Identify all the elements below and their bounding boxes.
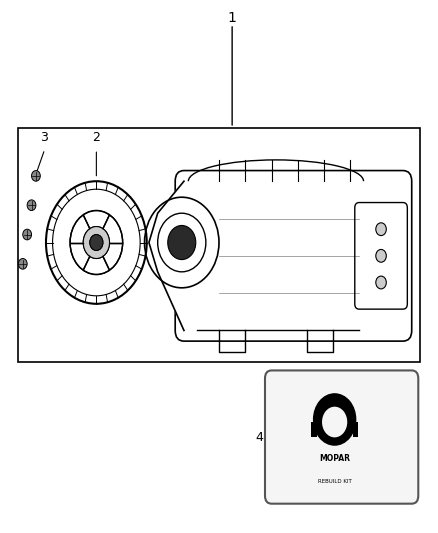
Text: 1: 1	[228, 11, 237, 25]
FancyBboxPatch shape	[355, 203, 407, 309]
Circle shape	[27, 200, 36, 211]
Circle shape	[376, 223, 386, 236]
Text: MOPAR: MOPAR	[319, 454, 350, 463]
Text: REBUILD KIT: REBUILD KIT	[318, 479, 352, 484]
Circle shape	[83, 227, 110, 259]
Circle shape	[32, 171, 40, 181]
Circle shape	[18, 259, 27, 269]
Bar	[311, 422, 317, 437]
Circle shape	[90, 235, 103, 251]
Text: 3: 3	[40, 131, 48, 144]
FancyBboxPatch shape	[18, 128, 420, 362]
Circle shape	[83, 227, 110, 259]
Polygon shape	[149, 181, 184, 330]
FancyBboxPatch shape	[175, 171, 412, 341]
Circle shape	[23, 229, 32, 240]
Circle shape	[90, 235, 103, 251]
Circle shape	[376, 249, 386, 262]
FancyBboxPatch shape	[265, 370, 418, 504]
Circle shape	[53, 190, 140, 295]
Text: 2: 2	[92, 131, 100, 144]
Circle shape	[376, 276, 386, 289]
Circle shape	[314, 394, 356, 445]
Circle shape	[168, 225, 196, 260]
Bar	[353, 422, 358, 437]
Circle shape	[322, 407, 347, 438]
Text: 4: 4	[255, 431, 263, 443]
